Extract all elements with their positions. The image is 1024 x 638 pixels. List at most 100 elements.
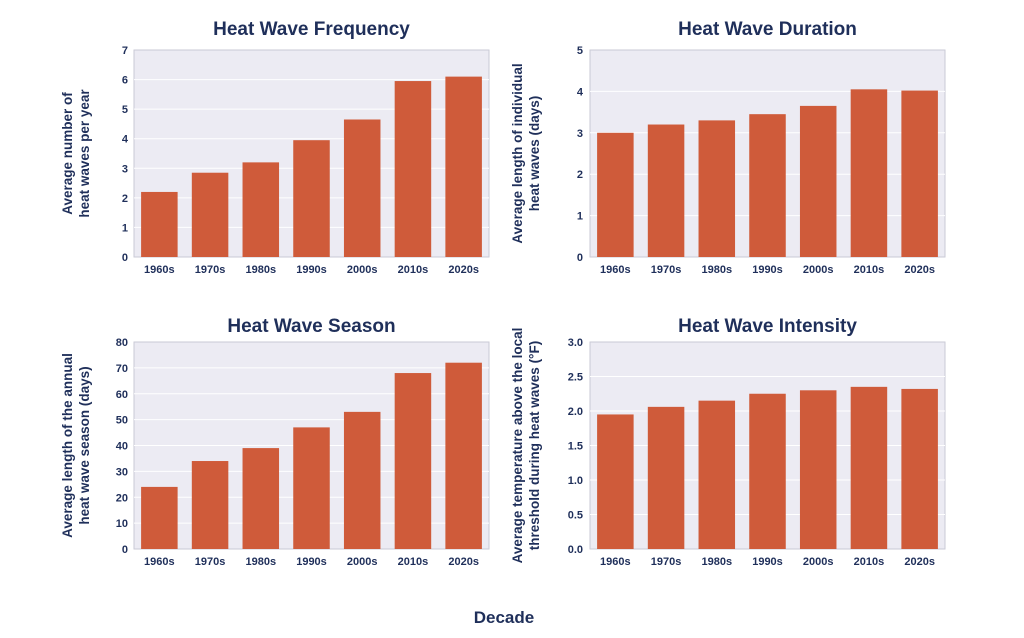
bar-1970s: [647, 124, 685, 258]
bar-1960s: [597, 414, 634, 549]
chart-title-intensity: Heat Wave Intensity: [678, 316, 857, 337]
y-tick-label: 1.0: [568, 475, 583, 487]
x-tick-label: 2010s: [398, 556, 429, 568]
bar-1960s: [141, 486, 178, 549]
chart-title-frequency: Heat Wave Frequency: [213, 19, 410, 40]
bar-1970s: [191, 172, 229, 257]
y-tick-label: 60: [116, 389, 128, 401]
bar-1990s: [749, 114, 786, 257]
bar-1960s: [141, 191, 178, 257]
y-tick-label: 5: [122, 104, 128, 116]
bar-1980s: [242, 162, 280, 257]
y-tick-label: 3: [122, 163, 128, 175]
bar-2020s: [901, 388, 938, 549]
y-tick-label: 0: [122, 544, 128, 556]
bar-2000s: [799, 105, 837, 257]
y-tick-label: 20: [116, 492, 128, 504]
y-tick-label: 0.5: [568, 510, 583, 522]
y-tick-label: 40: [116, 441, 128, 453]
y-tick-label: 2.0: [568, 406, 583, 418]
bar-1980s: [698, 400, 736, 549]
bar-2000s: [799, 390, 837, 549]
y-tick-label: 30: [116, 466, 128, 478]
chart-season: 0 10 20 30 40 50 60 70 80 1960s 1970s 1980s 1990s 200…: [60, 316, 490, 568]
bar-2010s: [394, 81, 432, 257]
y-axis-label-frequency: heat waves per year: [77, 89, 92, 218]
y-tick-label: 1: [122, 222, 128, 234]
y-axis-label-intensity: threshold during heat waves (°F): [527, 341, 542, 550]
y-tick-label: 4: [577, 86, 584, 98]
y-axis-label-season: Average length of the annual: [60, 353, 75, 538]
y-tick-label: 80: [116, 337, 128, 349]
y-axis-label-duration: heat waves (days): [527, 96, 542, 212]
bar-2000s: [343, 119, 381, 257]
x-tick-label: 2020s: [904, 556, 935, 568]
y-tick-label: 0.0: [568, 544, 583, 556]
x-tick-label: 1960s: [600, 556, 631, 568]
y-tick-label: 2: [122, 193, 128, 205]
bar-1990s: [293, 140, 330, 257]
y-tick-label: 2.5: [568, 372, 583, 384]
shared-x-axis-label: Decade: [474, 608, 534, 627]
bar-1980s: [698, 120, 736, 257]
y-tick-label: 0: [122, 252, 128, 264]
x-tick-label: 2000s: [803, 556, 834, 568]
chart-title-duration: Heat Wave Duration: [678, 19, 857, 40]
y-tick-label: 3: [577, 128, 583, 140]
x-tick-label: 1980s: [245, 556, 276, 568]
x-tick-label: 2010s: [854, 264, 885, 276]
y-tick-label: 3.0: [568, 337, 583, 349]
x-tick-label: 1980s: [701, 556, 732, 568]
chart-frequency: 0 1 2 3 4 5 6 7 1960s 1970s 1980s 1990s 2000s 2010s 20…: [60, 19, 490, 276]
y-axis-label-frequency: Average number of: [60, 92, 75, 215]
y-tick-label: 10: [116, 518, 128, 530]
x-tick-label: 2000s: [347, 556, 378, 568]
bar-1990s: [749, 393, 786, 549]
x-tick-label: 1980s: [245, 264, 276, 276]
bar-1960s: [597, 132, 634, 257]
y-tick-label: 1.5: [568, 441, 583, 453]
bar-2010s: [850, 89, 888, 257]
y-tick-label: 4: [122, 134, 129, 146]
x-tick-label: 1980s: [701, 264, 732, 276]
x-tick-label: 2010s: [854, 556, 885, 568]
bar-2000s: [343, 411, 381, 549]
bar-1970s: [191, 461, 229, 549]
bar-1980s: [242, 448, 280, 549]
y-tick-label: 50: [116, 415, 128, 427]
bar-2010s: [850, 386, 888, 549]
y-tick-label: 5: [577, 45, 583, 57]
x-tick-label: 2020s: [448, 264, 479, 276]
x-tick-label: 1970s: [651, 556, 682, 568]
y-axis-label-duration: Average length of individual: [510, 63, 525, 243]
x-tick-label: 1970s: [651, 264, 682, 276]
bar-2010s: [394, 373, 432, 549]
chart-title-season: Heat Wave Season: [227, 316, 395, 337]
x-tick-label: 1990s: [296, 264, 327, 276]
chart-panels: 0 1 2 3 4 5 6 7 1960s 1970s 1980s 1990s 2000s 2010s 20…: [60, 19, 946, 568]
y-tick-label: 7: [122, 45, 128, 57]
x-tick-label: 2010s: [398, 264, 429, 276]
x-tick-label: 1990s: [296, 556, 327, 568]
x-tick-label: 1960s: [144, 556, 175, 568]
y-axis-label-season: heat wave season (days): [77, 366, 92, 524]
x-tick-label: 1960s: [600, 264, 631, 276]
y-tick-label: 1: [577, 211, 583, 223]
x-tick-label: 2000s: [803, 264, 834, 276]
x-tick-label: 1970s: [195, 556, 226, 568]
x-tick-label: 2020s: [904, 264, 935, 276]
x-tick-label: 1990s: [752, 264, 783, 276]
y-tick-label: 0: [577, 252, 583, 264]
x-tick-label: 1960s: [144, 264, 175, 276]
y-tick-label: 70: [116, 363, 128, 375]
y-axis-label-intensity: Average temperature above the local: [510, 328, 525, 564]
x-tick-label: 2000s: [347, 264, 378, 276]
x-tick-label: 1970s: [195, 264, 226, 276]
y-tick-label: 6: [122, 75, 128, 87]
chart-duration: 0 1 2 3 4 5 1960s 1970s 1980s 1990s 2000s 2010s 2020…: [510, 19, 946, 276]
bar-1990s: [293, 427, 330, 549]
bar-2020s: [901, 90, 938, 258]
x-tick-label: 2020s: [448, 556, 479, 568]
bar-2020s: [445, 76, 482, 257]
